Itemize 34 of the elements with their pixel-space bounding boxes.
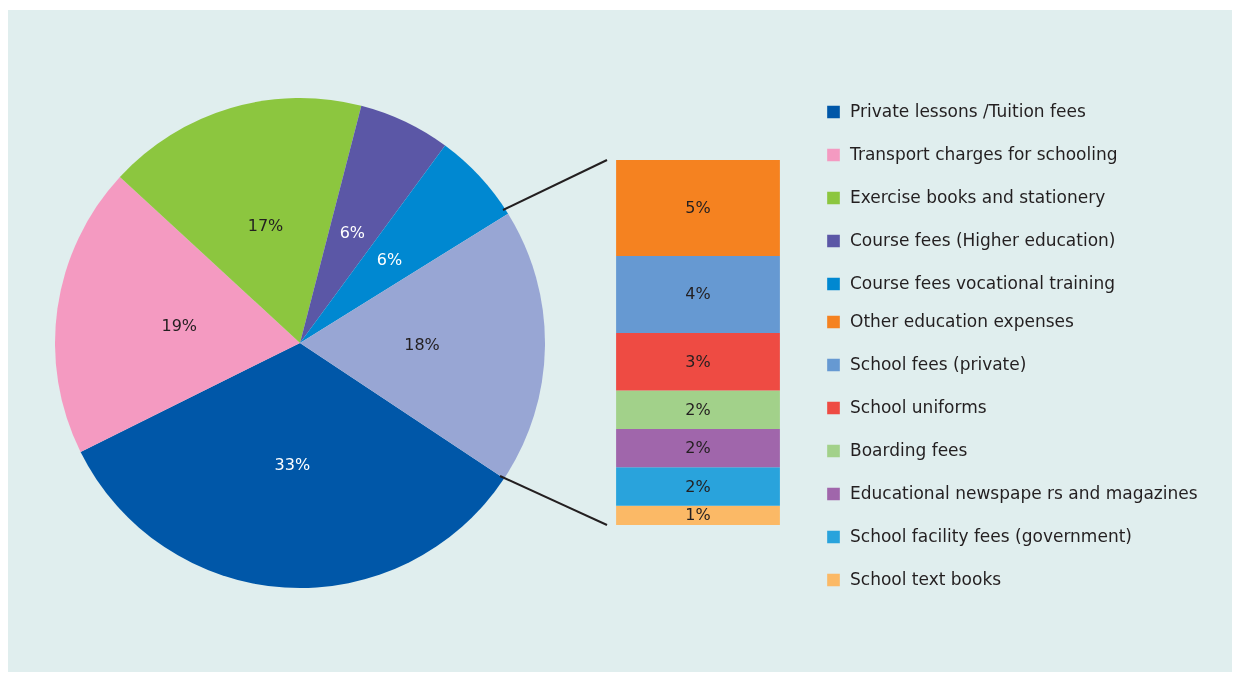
bar	[616, 467, 780, 506]
bar	[616, 160, 780, 257]
legend-label: Boarding fees	[850, 440, 968, 460]
legend-label: School text books	[850, 569, 1002, 589]
legend-label: School fees (private)	[850, 354, 1027, 374]
data-label: 1%	[685, 505, 711, 525]
data-label: 33%	[274, 454, 311, 474]
data-label: 6%	[376, 250, 403, 270]
legend-label: Educational newspape rs and magazines	[850, 483, 1198, 503]
pie-slice	[119, 98, 362, 343]
legend-label: Private lessons /Tuition fees	[850, 101, 1086, 121]
data-label: 18%	[404, 334, 440, 354]
data-label: 3%	[685, 351, 711, 371]
data-label: 19%	[161, 315, 198, 335]
data-label: 2%	[685, 399, 711, 419]
data-label: 5%	[685, 198, 711, 218]
legend-label: School uniforms	[850, 397, 987, 417]
legend-label: Other education expenses	[850, 311, 1074, 331]
data-label: 2%	[685, 438, 711, 458]
bar	[616, 332, 780, 391]
legend-label: Transport charges for schooling	[849, 144, 1118, 164]
legend-label: Course fees (Higher education)	[850, 230, 1116, 250]
pie-slice	[55, 176, 300, 452]
bar	[616, 428, 780, 468]
bar	[616, 256, 780, 333]
data-label: 17%	[247, 215, 284, 235]
legend-label: Course fees vocational training	[850, 273, 1116, 293]
data-label: 6%	[339, 222, 366, 242]
legend-label: Exercise books and stationery	[850, 187, 1106, 207]
legend-label: School facility fees (government)	[850, 526, 1132, 546]
data-label: 4%	[685, 284, 711, 304]
bar	[616, 505, 780, 525]
bar	[616, 390, 780, 429]
data-label: 2%	[685, 476, 711, 496]
